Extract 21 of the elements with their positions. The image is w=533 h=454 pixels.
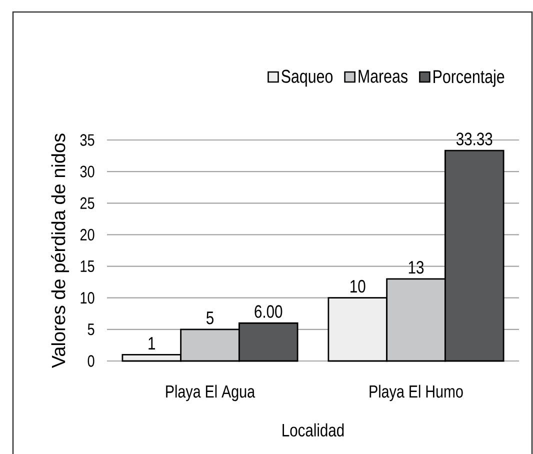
data-label: 5 (206, 312, 214, 324)
y-tick-label: 0 (88, 355, 94, 367)
data-label: 10 (350, 280, 366, 293)
data-label: 6.00 (254, 305, 282, 318)
y-tick-label: 30 (80, 166, 94, 178)
legend-label: Porcentaje (434, 70, 504, 87)
y-tick-label: 20 (80, 228, 94, 241)
y-tick-label: 15 (80, 260, 94, 272)
x-axis-title: Localidad (282, 423, 344, 437)
data-label: 13 (408, 260, 424, 274)
y-axis-title: Valores de pérdida de nidos (51, 134, 69, 368)
y-tick-label: 35 (80, 134, 94, 146)
x-tick-label: Playa El Agua (166, 384, 256, 402)
y-tick-label: 25 (80, 197, 94, 209)
legend-label: Saqueo (282, 70, 333, 87)
y-tick-label: 5 (88, 324, 94, 336)
y-tick-label: 10 (80, 292, 94, 304)
data-label: 1 (148, 337, 156, 350)
legend-label: Mareas (358, 70, 408, 83)
data-label: 33.33 (456, 132, 492, 146)
x-tick-label: Playa El Humo (370, 384, 463, 402)
